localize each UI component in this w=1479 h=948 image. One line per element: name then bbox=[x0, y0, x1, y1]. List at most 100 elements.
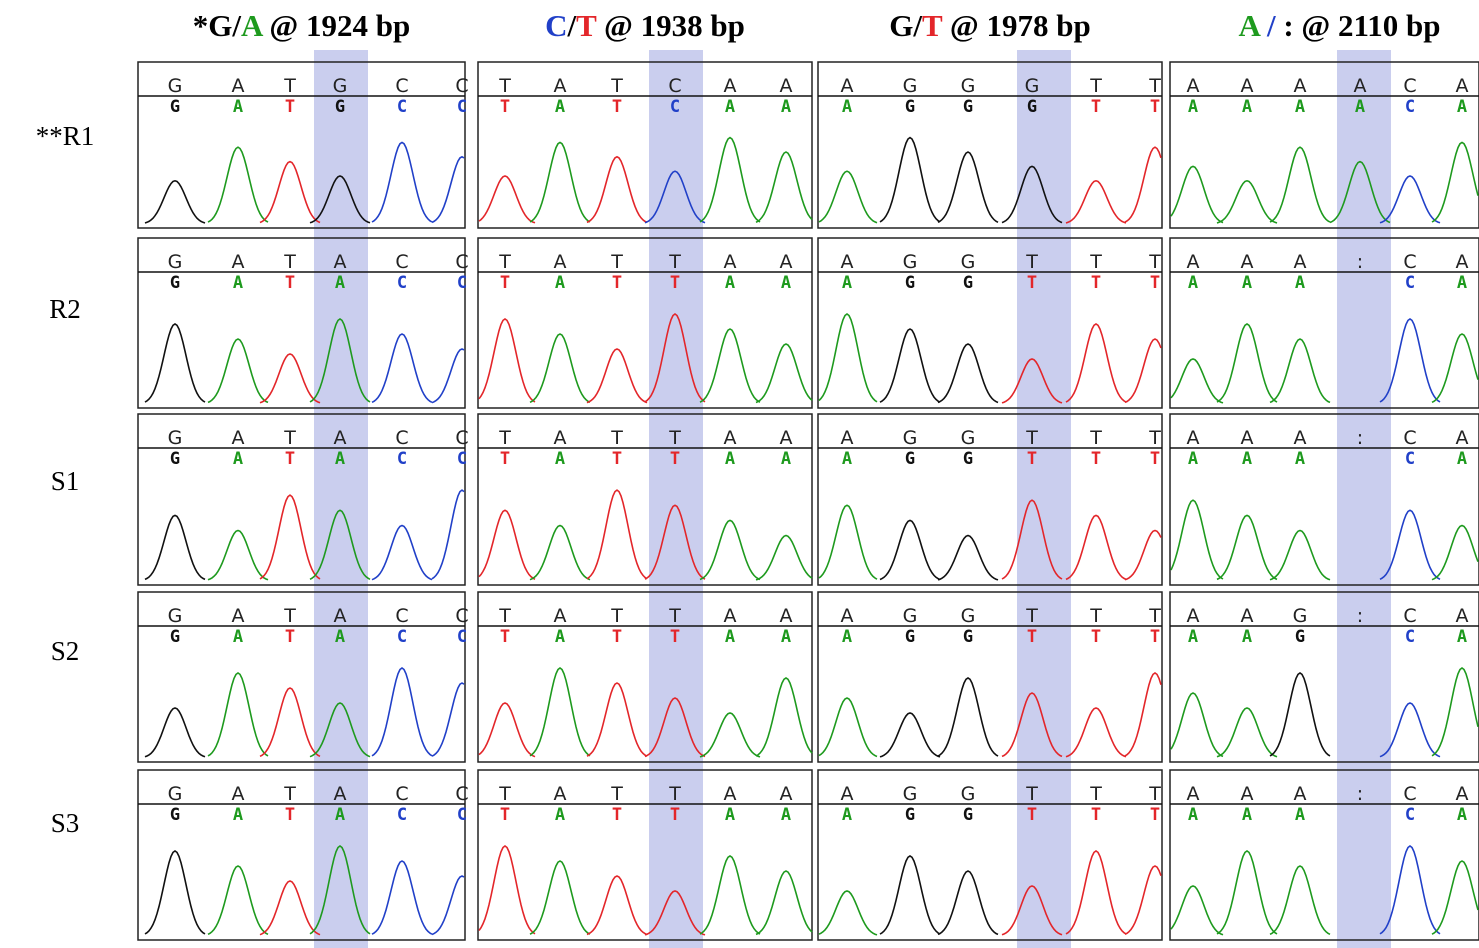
trace-peak bbox=[819, 505, 877, 579]
trace-peak bbox=[1270, 866, 1330, 934]
trace-peak bbox=[1066, 851, 1126, 934]
base-call: A bbox=[1188, 627, 1198, 647]
base-call: A bbox=[725, 627, 735, 647]
top-base: G bbox=[333, 75, 348, 97]
base-call: T bbox=[500, 627, 510, 647]
top-base: A bbox=[232, 427, 245, 449]
base-call: T bbox=[1027, 273, 1037, 293]
trace-peak bbox=[938, 344, 998, 403]
top-base: C bbox=[455, 605, 468, 627]
top-base: A bbox=[554, 783, 567, 805]
trace-peak bbox=[756, 871, 812, 934]
top-base: T bbox=[1025, 783, 1038, 805]
top-base: : bbox=[1357, 427, 1363, 449]
top-base: G bbox=[961, 427, 976, 449]
top-base: G bbox=[168, 427, 183, 449]
trace-peak bbox=[260, 881, 320, 935]
trace-peak bbox=[530, 526, 590, 580]
base-call: A bbox=[1457, 449, 1467, 469]
base-call: C bbox=[457, 97, 467, 117]
top-base: A bbox=[1294, 427, 1307, 449]
top-base: A bbox=[780, 783, 793, 805]
top-base: T bbox=[1089, 75, 1102, 97]
base-call: T bbox=[1091, 97, 1101, 117]
trace-peak bbox=[479, 510, 535, 579]
top-base: C bbox=[455, 427, 468, 449]
base-call: T bbox=[612, 627, 622, 647]
highlight-band bbox=[1337, 50, 1391, 948]
trace-peak bbox=[880, 138, 940, 222]
trace-peak bbox=[1171, 693, 1223, 756]
trace-peak bbox=[700, 856, 760, 934]
top-base: A bbox=[334, 783, 347, 805]
trace-peak bbox=[1066, 708, 1126, 757]
top-base: A bbox=[841, 427, 854, 449]
top-base: T bbox=[283, 783, 296, 805]
base-call: T bbox=[500, 805, 510, 825]
base-call: A bbox=[1457, 627, 1467, 647]
panel-frame bbox=[478, 770, 812, 940]
top-base: T bbox=[668, 427, 681, 449]
top-base: G bbox=[903, 783, 918, 805]
trace-peak bbox=[432, 157, 464, 223]
header-part: *G bbox=[193, 8, 233, 43]
header-part: : @ 2110 bp bbox=[1283, 8, 1440, 43]
base-call: A bbox=[335, 273, 345, 293]
base-call: A bbox=[781, 627, 791, 647]
top-base: C bbox=[1403, 251, 1416, 273]
figure: *G/A @ 1924 bpC/T @ 1938 bpG/T @ 1978 bp… bbox=[0, 0, 1479, 948]
base-call: A bbox=[1188, 805, 1198, 825]
base-call: A bbox=[233, 449, 243, 469]
base-call: A bbox=[842, 627, 852, 647]
trace-peak bbox=[208, 673, 268, 756]
top-base: A bbox=[1294, 251, 1307, 273]
base-call: A bbox=[1242, 627, 1252, 647]
top-base: : bbox=[1357, 605, 1363, 627]
top-base: A bbox=[724, 427, 737, 449]
trace-peak bbox=[1171, 886, 1223, 935]
base-call: A bbox=[781, 97, 791, 117]
top-base: A bbox=[724, 783, 737, 805]
trace-peak bbox=[587, 157, 647, 223]
base-call: C bbox=[457, 805, 467, 825]
base-call: A bbox=[1295, 449, 1305, 469]
base-call: T bbox=[500, 273, 510, 293]
base-call: T bbox=[285, 97, 295, 117]
base-call: A bbox=[555, 627, 565, 647]
panel-frame bbox=[138, 238, 465, 408]
base-call: A bbox=[1242, 805, 1252, 825]
top-base: A bbox=[1354, 75, 1367, 97]
top-base: A bbox=[554, 427, 567, 449]
top-base: T bbox=[610, 251, 623, 273]
base-call: T bbox=[670, 273, 680, 293]
top-base: A bbox=[724, 251, 737, 273]
base-call: G bbox=[963, 449, 973, 469]
top-base: G bbox=[903, 75, 918, 97]
base-call: T bbox=[1150, 97, 1160, 117]
top-base: G bbox=[903, 605, 918, 627]
column-header: G/T @ 1978 bp bbox=[889, 8, 1090, 43]
top-base: T bbox=[498, 251, 511, 273]
trace-peak bbox=[1171, 166, 1223, 222]
trace-peak bbox=[1432, 668, 1478, 756]
base-call: A bbox=[335, 805, 345, 825]
trace-peak bbox=[145, 708, 205, 757]
top-base: A bbox=[1241, 251, 1254, 273]
top-base: T bbox=[1089, 783, 1102, 805]
base-call: T bbox=[285, 627, 295, 647]
top-base: A bbox=[1187, 75, 1200, 97]
panel-frame bbox=[1170, 414, 1479, 585]
trace-peak bbox=[1125, 673, 1161, 756]
trace-peak bbox=[208, 339, 268, 402]
top-base: G bbox=[168, 251, 183, 273]
trace-peak bbox=[530, 334, 590, 402]
top-base: A bbox=[1456, 251, 1469, 273]
top-base: A bbox=[554, 605, 567, 627]
top-base: G bbox=[1025, 75, 1040, 97]
top-base: T bbox=[668, 783, 681, 805]
top-base: A bbox=[724, 605, 737, 627]
trace-peak bbox=[756, 536, 812, 580]
header-part: @ 1924 bp bbox=[262, 8, 411, 43]
panel-frame bbox=[478, 592, 812, 762]
base-call: G bbox=[1295, 627, 1305, 647]
